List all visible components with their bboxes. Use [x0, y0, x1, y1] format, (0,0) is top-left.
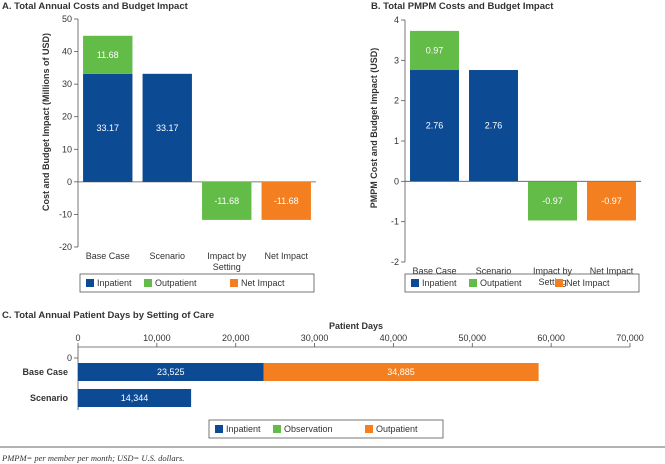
panel-b-category-label: Scenario	[476, 266, 512, 276]
panel-a-bar-outpatient-impact-by-setting	[202, 181, 252, 220]
panel-c-legend-swatch-outpatient	[365, 425, 373, 433]
panel-a-category-label: Base Case	[86, 251, 130, 261]
panel-a-y-tick-label: 30	[62, 79, 72, 89]
panel-c-legend-label-inpatient: Inpatient	[226, 424, 261, 434]
panel-b-data-label: 2.76	[485, 121, 503, 131]
panel-b-legend-swatch-outpatient	[469, 279, 477, 287]
panel-b-bar-outpatient-base-case	[410, 30, 459, 71]
panel-a-y-tick-label: 50	[62, 14, 72, 24]
panel-a-category-label: Setting	[213, 262, 241, 272]
panel-b-data-label: 2.76	[426, 121, 444, 131]
panel-c-x-tick-label: 0	[75, 333, 80, 343]
panel-c-legend-swatch-inpatient	[215, 425, 223, 433]
panel-a-y-tick-label: 10	[62, 144, 72, 154]
panel-a-y-tick-label: -10	[59, 209, 72, 219]
panel-b-data-label: 0.97	[426, 45, 444, 55]
panel-a-legend	[79, 273, 315, 293]
panel-b-legend-swatch-net-impact	[555, 279, 563, 287]
panel-a-y-tick-label: 20	[62, 112, 72, 122]
panel-b-y-tick-label: 0	[394, 176, 399, 186]
panel-c-category-label: Scenario	[30, 393, 69, 403]
panel-c-legend-label-observation: Observation	[284, 424, 333, 434]
panel-b-data-label: -0.97	[601, 196, 622, 206]
panel-b-legend	[404, 273, 640, 293]
panel-c-bar-inpatient-base-case	[78, 363, 264, 381]
panel-a-y-tick-label: 0	[67, 177, 72, 187]
panel-b-y-tick-label: 4	[394, 15, 399, 25]
panel-a-data-label: -11.68	[214, 196, 239, 206]
panel-a-category-label: Impact by	[207, 251, 247, 261]
panel-a-legend-swatch-net-impact	[230, 279, 238, 287]
panel-a-plot: -20 -10 0 10 20 30 40 50 33.17 11.68 Base Case 33.1…	[59, 14, 316, 293]
panel-a-category-label: Scenario	[149, 251, 185, 261]
panel-c-x-tick-label: 50,000	[459, 333, 487, 343]
footnote: PMPM= per member per month; USD= U.S. do…	[1, 453, 184, 463]
panel-a-legend-label-outpatient: Outpatient	[155, 278, 197, 288]
panel-a-legend-swatch-inpatient	[86, 279, 94, 287]
panel-a-data-label: 11.68	[97, 50, 119, 60]
panel-b-legend-label-inpatient: Inpatient	[422, 278, 457, 288]
panel-c-bar-inpatient-scenario	[78, 389, 192, 407]
panel-a-bar-net-impact-net-impact	[261, 181, 311, 220]
panel-b-title: B. Total PMPM Costs and Budget Impact	[371, 1, 554, 12]
panel-c-category-label: Base Case	[22, 367, 68, 377]
panel-a-y-axis-label: Cost and Budget Impact (Millions of USD)	[41, 33, 51, 211]
panel-c-x-axis-label: Patient Days	[329, 321, 383, 331]
panel-a-legend-label-inpatient: Inpatient	[97, 278, 132, 288]
panel-c-x-tick-label: 60,000	[537, 333, 565, 343]
panel-a-legend-label-net-impact: Net Impact	[241, 278, 285, 288]
panel-b-y-tick-label: -2	[391, 257, 399, 267]
panel-b-y-tick-label: -1	[391, 217, 399, 227]
panel-c-y-tick-label: 0	[67, 353, 72, 363]
panel-a-y-tick-label: -20	[59, 242, 72, 252]
panel-c-legend	[208, 419, 444, 439]
panel-b-y-tick-label: 3	[394, 55, 399, 65]
panel-b: B. Total PMPM Costs and Budget Impact PM…	[369, 1, 641, 293]
panel-c-x-tick-label: 40,000	[380, 333, 408, 343]
panel-c-data-label: 23,525	[157, 367, 185, 377]
panel-a-legend-swatch-outpatient	[144, 279, 152, 287]
panel-a-bar-inpatient-base-case	[83, 73, 133, 182]
panel-c-bar-outpatient-base-case	[263, 363, 539, 381]
panel-b-y-axis-label: PMPM Cost and Budget Impact (USD)	[369, 48, 379, 209]
panel-c-x-tick-label: 20,000	[222, 333, 250, 343]
panel-b-legend-label-outpatient: Outpatient	[480, 278, 522, 288]
panel-b-data-label: -0.97	[542, 196, 563, 206]
panel-b-y-tick-label: 2	[394, 96, 399, 106]
panel-c-legend-swatch-observation	[273, 425, 281, 433]
panel-c: C. Total Annual Patient Days by Setting …	[2, 310, 644, 439]
panel-a-bar-outpatient-base-case	[83, 35, 133, 74]
panel-b-bar-inpatient-scenario	[469, 70, 518, 182]
panel-a-data-label: 33.17	[156, 123, 179, 133]
panel-a: A. Total Annual Costs and Budget Impact …	[2, 1, 316, 293]
panel-a-title: A. Total Annual Costs and Budget Impact	[2, 1, 189, 12]
panel-b-bar-net-impact-net-impact	[587, 181, 636, 221]
panel-a-category-label: Net Impact	[264, 251, 308, 261]
panel-b-category-label: Base Case	[412, 266, 456, 276]
panel-b-bar-outpatient-impact-by-setting	[528, 181, 577, 221]
panel-b-y-tick-label: 1	[394, 136, 399, 146]
panel-b-category-label: Net Impact	[590, 266, 634, 276]
panel-b-legend-swatch-inpatient	[411, 279, 419, 287]
panel-b-plot: -2 -1 0 1 2 3 4 2.76 0.97 Base Case 2.76 Scenario -0…	[391, 15, 641, 293]
panel-b-bar-inpatient-base-case	[410, 70, 459, 182]
panel-c-x-tick-label: 30,000	[301, 333, 329, 343]
panel-c-x-tick-label: 70,000	[616, 333, 644, 343]
panel-a-data-label: 33.17	[96, 123, 119, 133]
panel-c-title: C. Total Annual Patient Days by Setting …	[2, 310, 214, 321]
panel-b-legend-label-net-impact: Net Impact	[566, 278, 610, 288]
panel-b-category-label: Impact by	[533, 266, 573, 276]
panel-c-data-label: 14,344	[121, 393, 149, 403]
panel-a-data-label: -11.68	[274, 196, 299, 206]
panel-c-legend-label-outpatient: Outpatient	[376, 424, 418, 434]
panel-c-x-tick-label: 10,000	[143, 333, 171, 343]
panel-c-data-label: 34,885	[387, 367, 415, 377]
panel-a-y-tick-label: 40	[62, 47, 72, 57]
panel-c-plot: 0 10,000 20,000 30,000 40,000 50,000 60,000 70,…	[22, 333, 644, 439]
panel-a-bar-inpatient-scenario	[142, 73, 192, 182]
panel-b-category-label: Setting	[538, 277, 566, 287]
